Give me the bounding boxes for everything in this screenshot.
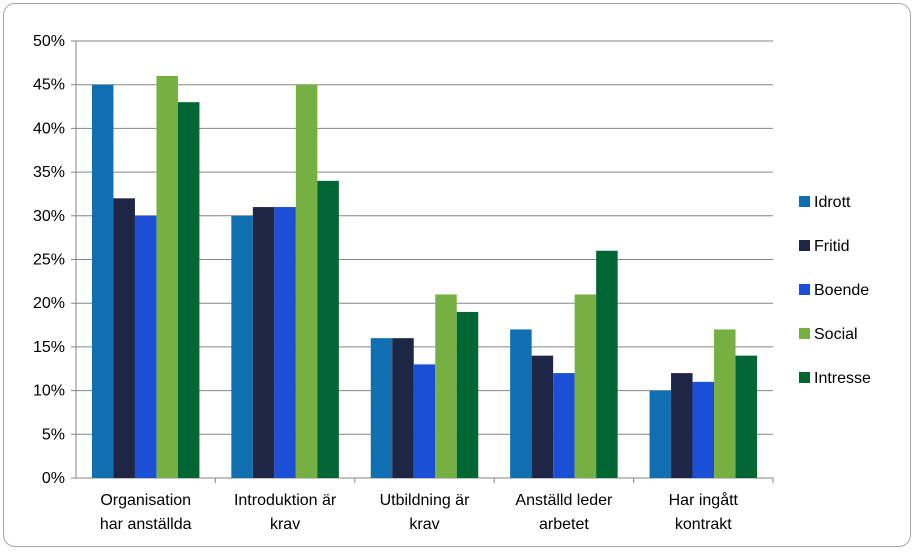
legend-label-intresse: Intresse — [814, 370, 871, 387]
bar-social — [295, 84, 318, 478]
legend-label-social: Social — [814, 326, 858, 343]
y-tick-label: 20% — [33, 295, 65, 312]
bar-fritid — [113, 198, 135, 478]
bar-intresse — [177, 102, 200, 479]
bar-boende — [413, 364, 436, 478]
bar-fritid — [252, 207, 275, 478]
x-tick-label: Organisation — [100, 492, 191, 509]
bar-social — [435, 294, 457, 478]
y-tick-label: 35% — [33, 164, 65, 181]
legend-label-fritid: Fritid — [814, 238, 850, 255]
y-tick-label: 45% — [33, 77, 65, 94]
bar-social — [156, 75, 178, 479]
y-tick-label: 50% — [33, 33, 65, 50]
legend-swatch-social — [799, 328, 810, 339]
bar-fritid — [671, 373, 693, 478]
bar-boende — [553, 373, 575, 478]
y-tick-label: 15% — [33, 339, 65, 356]
bar-intresse — [596, 250, 618, 478]
bar-idrott — [510, 329, 532, 478]
legend-swatch-idrott — [799, 196, 810, 207]
bar-social — [574, 294, 597, 478]
bar-idrott — [649, 390, 672, 478]
x-tick-label: har anställda — [100, 516, 192, 533]
bar-fritid — [392, 338, 414, 478]
bar-social — [714, 329, 736, 478]
bar-boende — [692, 381, 715, 478]
bar-fritid — [531, 355, 554, 478]
y-tick-label: 5% — [42, 426, 65, 443]
bar-boende — [134, 215, 157, 479]
bar-idrott — [370, 338, 393, 478]
x-tick-label: Utbildning är — [380, 492, 471, 509]
bar-intresse — [456, 311, 479, 478]
y-tick-label: 30% — [33, 208, 65, 225]
x-tick-label: kontrakt — [675, 516, 732, 533]
bar-idrott — [231, 215, 253, 479]
legend-label-idrott: Idrott — [814, 194, 851, 211]
x-tick-label: Introduktion är — [234, 492, 337, 509]
x-tick-label: Har ingått — [669, 491, 739, 509]
bar-intresse — [317, 180, 339, 478]
bar-boende — [274, 207, 296, 478]
y-tick-label: 25% — [33, 252, 65, 269]
legend-swatch-intresse — [799, 372, 810, 383]
legend-swatch-fritid — [799, 240, 810, 251]
y-tick-label: 40% — [33, 120, 65, 137]
bar-idrott — [91, 84, 114, 478]
legend-label-boende: Boende — [814, 282, 869, 299]
x-tick-label: Anställd leder — [515, 492, 613, 509]
x-tick-label: krav — [270, 516, 300, 533]
y-tick-label: 10% — [33, 383, 65, 400]
x-tick-label: arbetet — [539, 516, 589, 533]
x-tick-label: krav — [409, 516, 439, 533]
bar-intresse — [735, 355, 758, 478]
legend-swatch-boende — [799, 284, 810, 295]
y-tick-label: 0% — [42, 470, 65, 487]
